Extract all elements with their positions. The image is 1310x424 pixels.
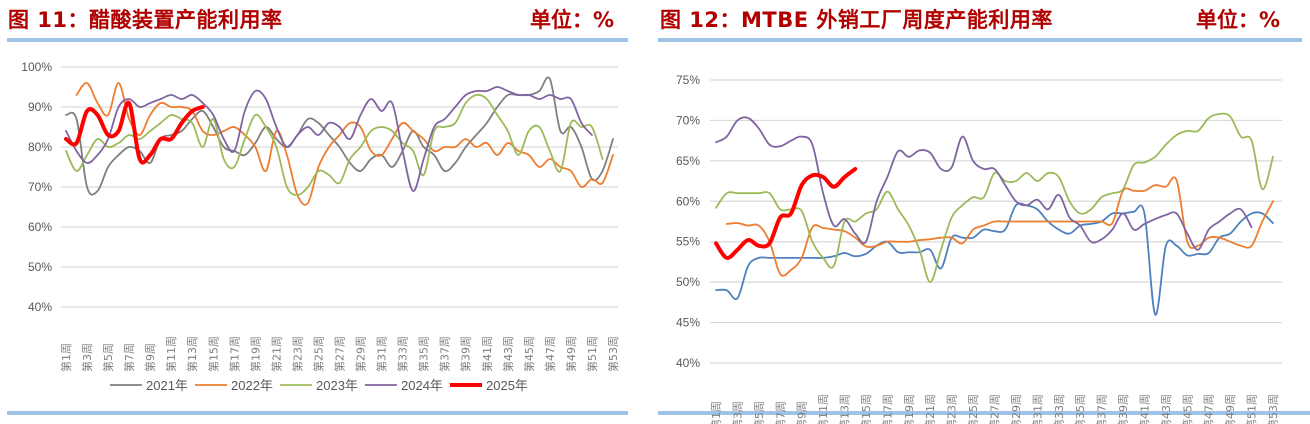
right-series-line-series-5 bbox=[714, 166, 858, 260]
right-x-tick-label: 第41周 bbox=[1137, 394, 1151, 424]
right-x-tick-label: 第25周 bbox=[966, 394, 980, 424]
left-bottom-divider bbox=[7, 411, 628, 415]
right-series-line-series-4 bbox=[715, 116, 1253, 251]
right-chart-title: 图 12：MTBE 外销工厂周度产能利用率 bbox=[660, 8, 1053, 32]
left-x-tick-label: 第3周 bbox=[80, 343, 94, 372]
right-x-tick-label: 第1周 bbox=[709, 401, 723, 424]
right-y-tick-label: 65% bbox=[676, 154, 700, 168]
left-y-tick-label: 100% bbox=[21, 60, 52, 74]
right-x-tick-label: 第17周 bbox=[880, 394, 894, 424]
left-legend-label: 2021年 bbox=[146, 378, 188, 393]
left-series-line-2024年 bbox=[65, 86, 593, 192]
left-x-tick-label: 第31周 bbox=[375, 336, 389, 372]
left-series-line-2025年 bbox=[64, 100, 205, 165]
right-y-tick-label: 50% bbox=[676, 275, 700, 289]
right-x-tick-label: 第21周 bbox=[923, 394, 937, 424]
left-legend-label: 2022年 bbox=[231, 378, 273, 393]
right-y-tick-label: 40% bbox=[676, 356, 700, 370]
left-y-tick-label: 90% bbox=[28, 100, 52, 114]
right-x-tick-label: 第49周 bbox=[1223, 394, 1237, 424]
left-legend-label: 2023年 bbox=[316, 378, 358, 393]
right-bottom-divider bbox=[658, 411, 1310, 415]
right-x-tick-label: 第51周 bbox=[1245, 394, 1259, 424]
right-series-line-series-2 bbox=[725, 176, 1274, 277]
right-series-line-series-1 bbox=[715, 202, 1274, 316]
left-x-tick-label: 第47周 bbox=[543, 336, 557, 372]
right-chart-unit: 单位：% bbox=[1196, 8, 1281, 32]
left-x-tick-label: 第19周 bbox=[248, 336, 262, 372]
right-x-tick-label: 第29周 bbox=[1009, 394, 1023, 424]
left-legend-label: 2024年 bbox=[401, 378, 443, 393]
left-x-tick-label: 第13周 bbox=[185, 336, 199, 372]
right-x-tick-label: 第5周 bbox=[752, 401, 766, 424]
left-x-tick-label: 第17周 bbox=[227, 336, 241, 372]
left-chart: 40% 50% 60% 70% 80% 90% 100% 第1周 第3周 第5周 第7周 第9周 第11… bbox=[21, 60, 620, 393]
left-x-tick-label: 第33周 bbox=[396, 336, 410, 372]
left-x-tick-label: 第1周 bbox=[59, 343, 73, 372]
left-y-tick-label: 40% bbox=[28, 300, 52, 314]
left-series-line-2022年 bbox=[75, 82, 614, 206]
right-x-tick-label: 第15周 bbox=[859, 394, 873, 424]
right-x-tick-label: 第13周 bbox=[838, 394, 852, 424]
left-x-tick-label: 第7周 bbox=[122, 343, 136, 372]
right-x-tick-label: 第39周 bbox=[1116, 394, 1130, 424]
right-x-tick-label: 第9周 bbox=[795, 401, 809, 424]
left-x-tick-label: 第41周 bbox=[480, 336, 494, 372]
right-x-tick-label: 第27周 bbox=[988, 394, 1002, 424]
right-y-tick-label: 55% bbox=[676, 235, 700, 249]
right-x-tick-label: 第45周 bbox=[1180, 394, 1194, 424]
left-x-tick-label: 第49周 bbox=[564, 336, 578, 372]
right-x-tick-label: 第47周 bbox=[1202, 394, 1216, 424]
right-x-tick-label: 第19周 bbox=[902, 394, 916, 424]
right-x-tick-label: 第7周 bbox=[773, 401, 787, 424]
right-y-tick-label: 45% bbox=[676, 316, 700, 330]
left-x-tick-label: 第11周 bbox=[164, 336, 178, 372]
left-x-tick-label: 第39周 bbox=[459, 336, 473, 372]
left-x-tick-label: 第9周 bbox=[143, 343, 157, 372]
left-x-tick-label: 第43周 bbox=[501, 336, 515, 372]
left-title-divider bbox=[7, 38, 628, 42]
left-x-tick-label: 第45周 bbox=[522, 336, 536, 372]
right-chart: 40%45%50%55%60%65%70%75%第1周 第3周 第5周 第7周 第9周第… bbox=[676, 73, 1282, 424]
right-x-tick-label: 第3周 bbox=[730, 401, 744, 424]
right-x-tick-label: 第37周 bbox=[1095, 394, 1109, 424]
left-x-tick-label: 第25周 bbox=[311, 336, 325, 372]
right-y-tick-label: 75% bbox=[676, 73, 700, 87]
left-x-tick-label: 第53周 bbox=[606, 336, 620, 372]
left-x-tick-label: 第5周 bbox=[101, 343, 115, 372]
left-x-tick-label: 第37周 bbox=[438, 336, 452, 372]
left-y-tick-label: 80% bbox=[28, 140, 52, 154]
right-x-tick-label: 第33周 bbox=[1052, 394, 1066, 424]
right-x-tick-label: 第31周 bbox=[1030, 394, 1044, 424]
right-x-tick-label: 第43周 bbox=[1159, 394, 1173, 424]
left-x-tick-label: 第23周 bbox=[290, 336, 304, 372]
right-series-line-series-3 bbox=[715, 112, 1274, 284]
right-x-tick-label: 第11周 bbox=[816, 394, 830, 424]
left-x-tick-label: 第15周 bbox=[206, 336, 220, 372]
right-y-tick-label: 60% bbox=[676, 194, 700, 208]
left-x-tick-label: 第27周 bbox=[333, 336, 347, 372]
right-title-divider bbox=[658, 38, 1302, 42]
left-y-tick-label: 70% bbox=[28, 180, 52, 194]
left-x-tick-label: 第21周 bbox=[269, 336, 283, 372]
right-x-tick-label: 第23周 bbox=[945, 394, 959, 424]
left-x-tick-label: 第35周 bbox=[417, 336, 431, 372]
right-x-tick-label: 第53周 bbox=[1266, 394, 1280, 424]
left-y-tick-label: 50% bbox=[28, 260, 52, 274]
left-legend-label: 2025年 bbox=[486, 378, 528, 393]
left-x-tick-label: 第29周 bbox=[354, 336, 368, 372]
left-x-tick-label: 第51周 bbox=[585, 336, 599, 372]
left-chart-unit: 单位：% bbox=[530, 8, 615, 32]
right-x-tick-label: 第35周 bbox=[1073, 394, 1087, 424]
left-chart-title: 图 11：醋酸装置产能利用率 bbox=[8, 8, 283, 32]
right-y-tick-label: 70% bbox=[676, 113, 700, 127]
left-y-tick-label: 60% bbox=[28, 220, 52, 234]
left-series-line-2023年 bbox=[65, 93, 604, 196]
